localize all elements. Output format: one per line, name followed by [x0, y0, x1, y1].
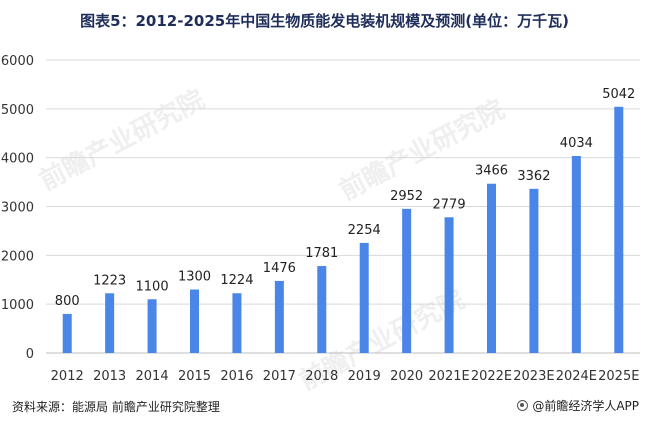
y-tick-label-1000: 1000 — [1, 298, 34, 313]
x-tick-label-2024E: 2024E — [556, 369, 597, 384]
x-tick-label-2012: 2012 — [51, 369, 84, 384]
bar-2014 — [147, 299, 157, 353]
brand-logo-icon — [517, 400, 529, 411]
bar-2016 — [232, 293, 242, 353]
x-tick-label-2018: 2018 — [305, 369, 338, 384]
y-tick-label-3000: 3000 — [1, 201, 34, 216]
data-label-2024E: 4034 — [560, 136, 593, 151]
bar-2024E — [571, 156, 581, 353]
bar-2018 — [317, 266, 327, 353]
brand-text: @前瞻经济学人APP — [532, 399, 639, 413]
data-label-2020: 2952 — [390, 189, 423, 204]
data-label-2023E: 3362 — [517, 169, 550, 184]
data-label-2018: 1781 — [305, 246, 338, 261]
bar-2023E — [529, 188, 539, 353]
y-tick-label-4000: 4000 — [1, 152, 34, 167]
brand-credit: @前瞻经济学人APP — [517, 397, 639, 414]
data-label-2014: 1100 — [136, 279, 169, 294]
data-label-2013: 1223 — [93, 273, 126, 288]
y-tick-label-2000: 2000 — [1, 249, 34, 264]
bar-2012 — [62, 313, 72, 353]
bar-2017 — [274, 280, 284, 353]
chart-title: 图表5：2012-2025年中国生物质能发电装机规模及预测(单位：万千瓦) — [80, 12, 569, 30]
y-tick-label-0: 0 — [26, 347, 34, 362]
x-tick-label-2020: 2020 — [390, 369, 423, 384]
y-tick-label-5000: 5000 — [1, 103, 34, 118]
data-label-2016: 1224 — [220, 273, 253, 288]
bar-2025E — [614, 106, 624, 353]
x-tick-label-2022E: 2022E — [471, 369, 512, 384]
x-tick-label-2023E: 2023E — [513, 369, 554, 384]
data-label-2015: 1300 — [178, 270, 211, 285]
x-tick-label-2016: 2016 — [220, 369, 253, 384]
x-tick-label-2015: 2015 — [178, 369, 211, 384]
data-label-2022E: 3466 — [475, 164, 508, 179]
x-tick-label-2019: 2019 — [348, 369, 381, 384]
x-tick-label-2025E: 2025E — [598, 369, 639, 384]
x-tick-label-2014: 2014 — [136, 369, 169, 384]
data-label-2021E: 2779 — [433, 197, 466, 212]
data-label-2019: 2254 — [348, 223, 381, 238]
bar-2013 — [105, 293, 115, 353]
data-label-2025E: 5042 — [602, 87, 635, 102]
bar-2021E — [444, 217, 454, 353]
x-tick-label-2013: 2013 — [93, 369, 126, 384]
y-tick-label-6000: 6000 — [1, 54, 34, 69]
x-tick-label-2021E: 2021E — [428, 369, 469, 384]
bar-2019 — [359, 242, 369, 353]
bar-2022E — [487, 183, 496, 353]
data-label-2017: 1476 — [263, 261, 296, 276]
source-note: 资料来源：能源局 前瞻产业研究院整理 — [12, 400, 220, 414]
bar-2020 — [402, 208, 412, 353]
data-label-2012: 800 — [55, 294, 80, 309]
x-tick-label-2017: 2017 — [263, 369, 296, 384]
bar-2015 — [190, 289, 199, 353]
